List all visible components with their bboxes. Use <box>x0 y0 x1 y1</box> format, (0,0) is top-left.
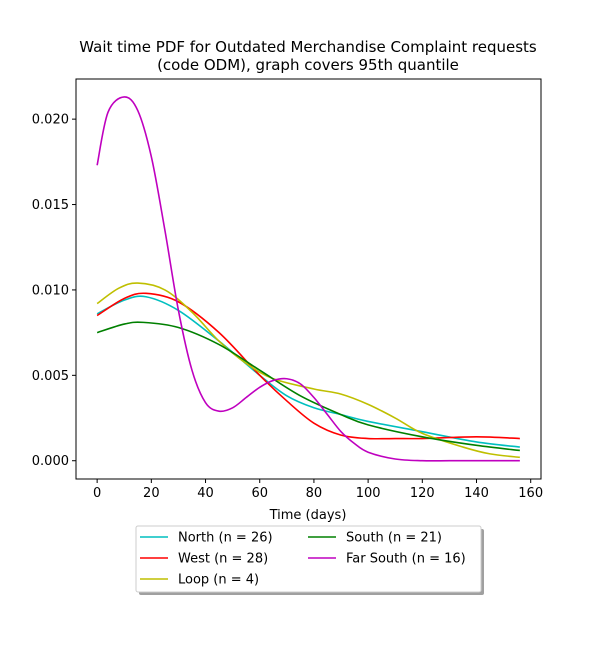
y-tick-label: 0.000 <box>32 454 69 469</box>
legend-label: South (n = 21) <box>346 531 442 546</box>
series-line-3 <box>96 321 520 452</box>
x-tick-label: 40 <box>197 486 214 501</box>
x-tick-label: 60 <box>251 486 268 501</box>
legend: North (n = 26) West (n = 28) Loop (n = 4) S… <box>135 525 484 595</box>
series-line-4 <box>96 96 520 462</box>
y-tick-label: 0.020 <box>32 113 69 128</box>
y-tick-label: 0.005 <box>32 369 69 384</box>
x-tick-label: 100 <box>356 486 381 501</box>
series-line-1 <box>96 292 520 440</box>
legend-box <box>135 525 482 593</box>
series-line-2 <box>96 282 520 459</box>
x-axis-label: Time (days) <box>269 508 347 523</box>
x-tick-label: 140 <box>464 486 489 501</box>
x-tick-label: 160 <box>518 486 543 501</box>
plot-area <box>96 96 520 462</box>
legend-label: Far South (n = 16) <box>346 552 466 567</box>
x-tick-label: 0 <box>93 486 101 501</box>
y-tick-label: 0.015 <box>32 198 69 213</box>
series-line-0 <box>96 295 520 448</box>
legend-label: North (n = 26) <box>178 531 273 546</box>
x-tick-label: 80 <box>306 486 323 501</box>
x-tick-label: 20 <box>143 486 160 501</box>
legend-label: Loop (n = 4) <box>178 573 259 588</box>
chart-title-line1: Wait time PDF for Outdated Merchandise C… <box>79 38 537 56</box>
axis-ticks: 0 20 40 60 80 100 120 140 160 0.000 0.005 0.010 0.01… <box>32 113 543 501</box>
legend-label: West (n = 28) <box>178 552 268 567</box>
plot-frame <box>75 78 542 480</box>
y-tick-label: 0.010 <box>32 283 69 298</box>
chart-title-line2: (code ODM), graph covers 95th quantile <box>157 56 459 74</box>
x-tick-label: 120 <box>410 486 435 501</box>
